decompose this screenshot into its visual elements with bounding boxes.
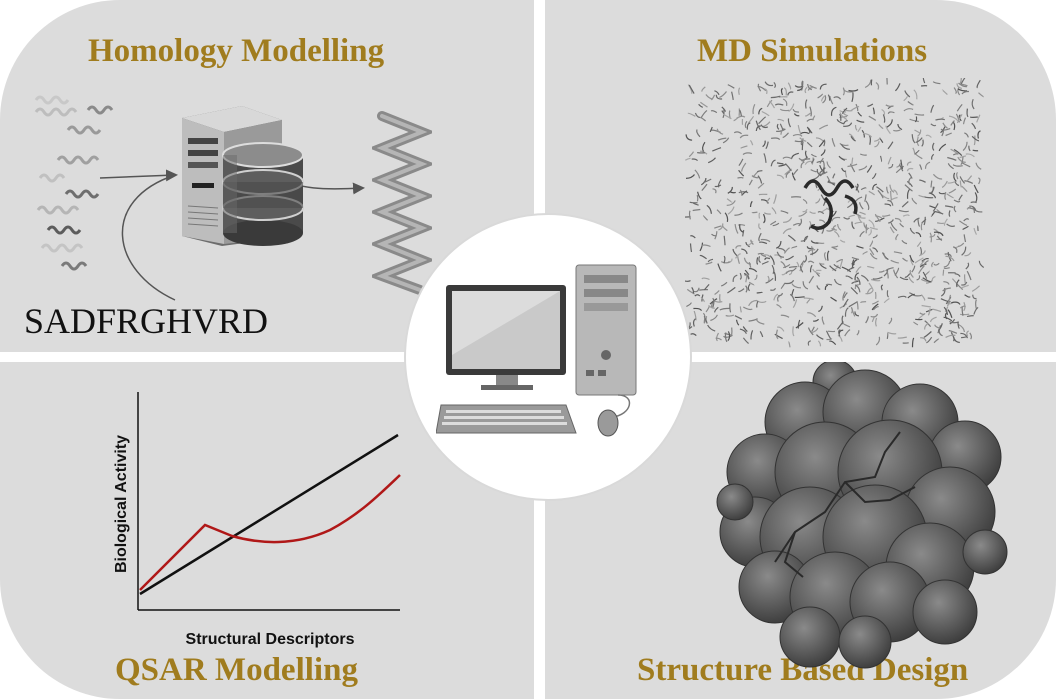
x-axis-label: Structural Descriptors [186,631,355,648]
water-box-icon [685,78,985,348]
desktop-computer-icon [436,264,637,437]
helix-model-icon [372,111,432,295]
database-icon [222,142,304,246]
nonlinear-curve [139,474,401,591]
structure-based-design-panel: Structure Based Design [545,362,1056,699]
helix-sequences-icon [34,95,114,271]
md-simulations-title: MD Simulations [697,33,928,69]
y-axis-label: Biological Activity [113,435,130,573]
homology-modelling-title: Homology Modelling [88,33,385,69]
protein-surface-icon [716,362,1008,669]
linear-fit-line [139,433,399,596]
qsar-modelling-title: QSAR Modelling [115,652,358,688]
protein-sequence-text: SADFRGHVRD [24,301,269,341]
homology-modelling-panel: Homology Modelling [0,0,534,352]
center-circle [404,213,692,501]
qsar-plot: Structural Descriptors Biological Activi… [113,392,401,648]
